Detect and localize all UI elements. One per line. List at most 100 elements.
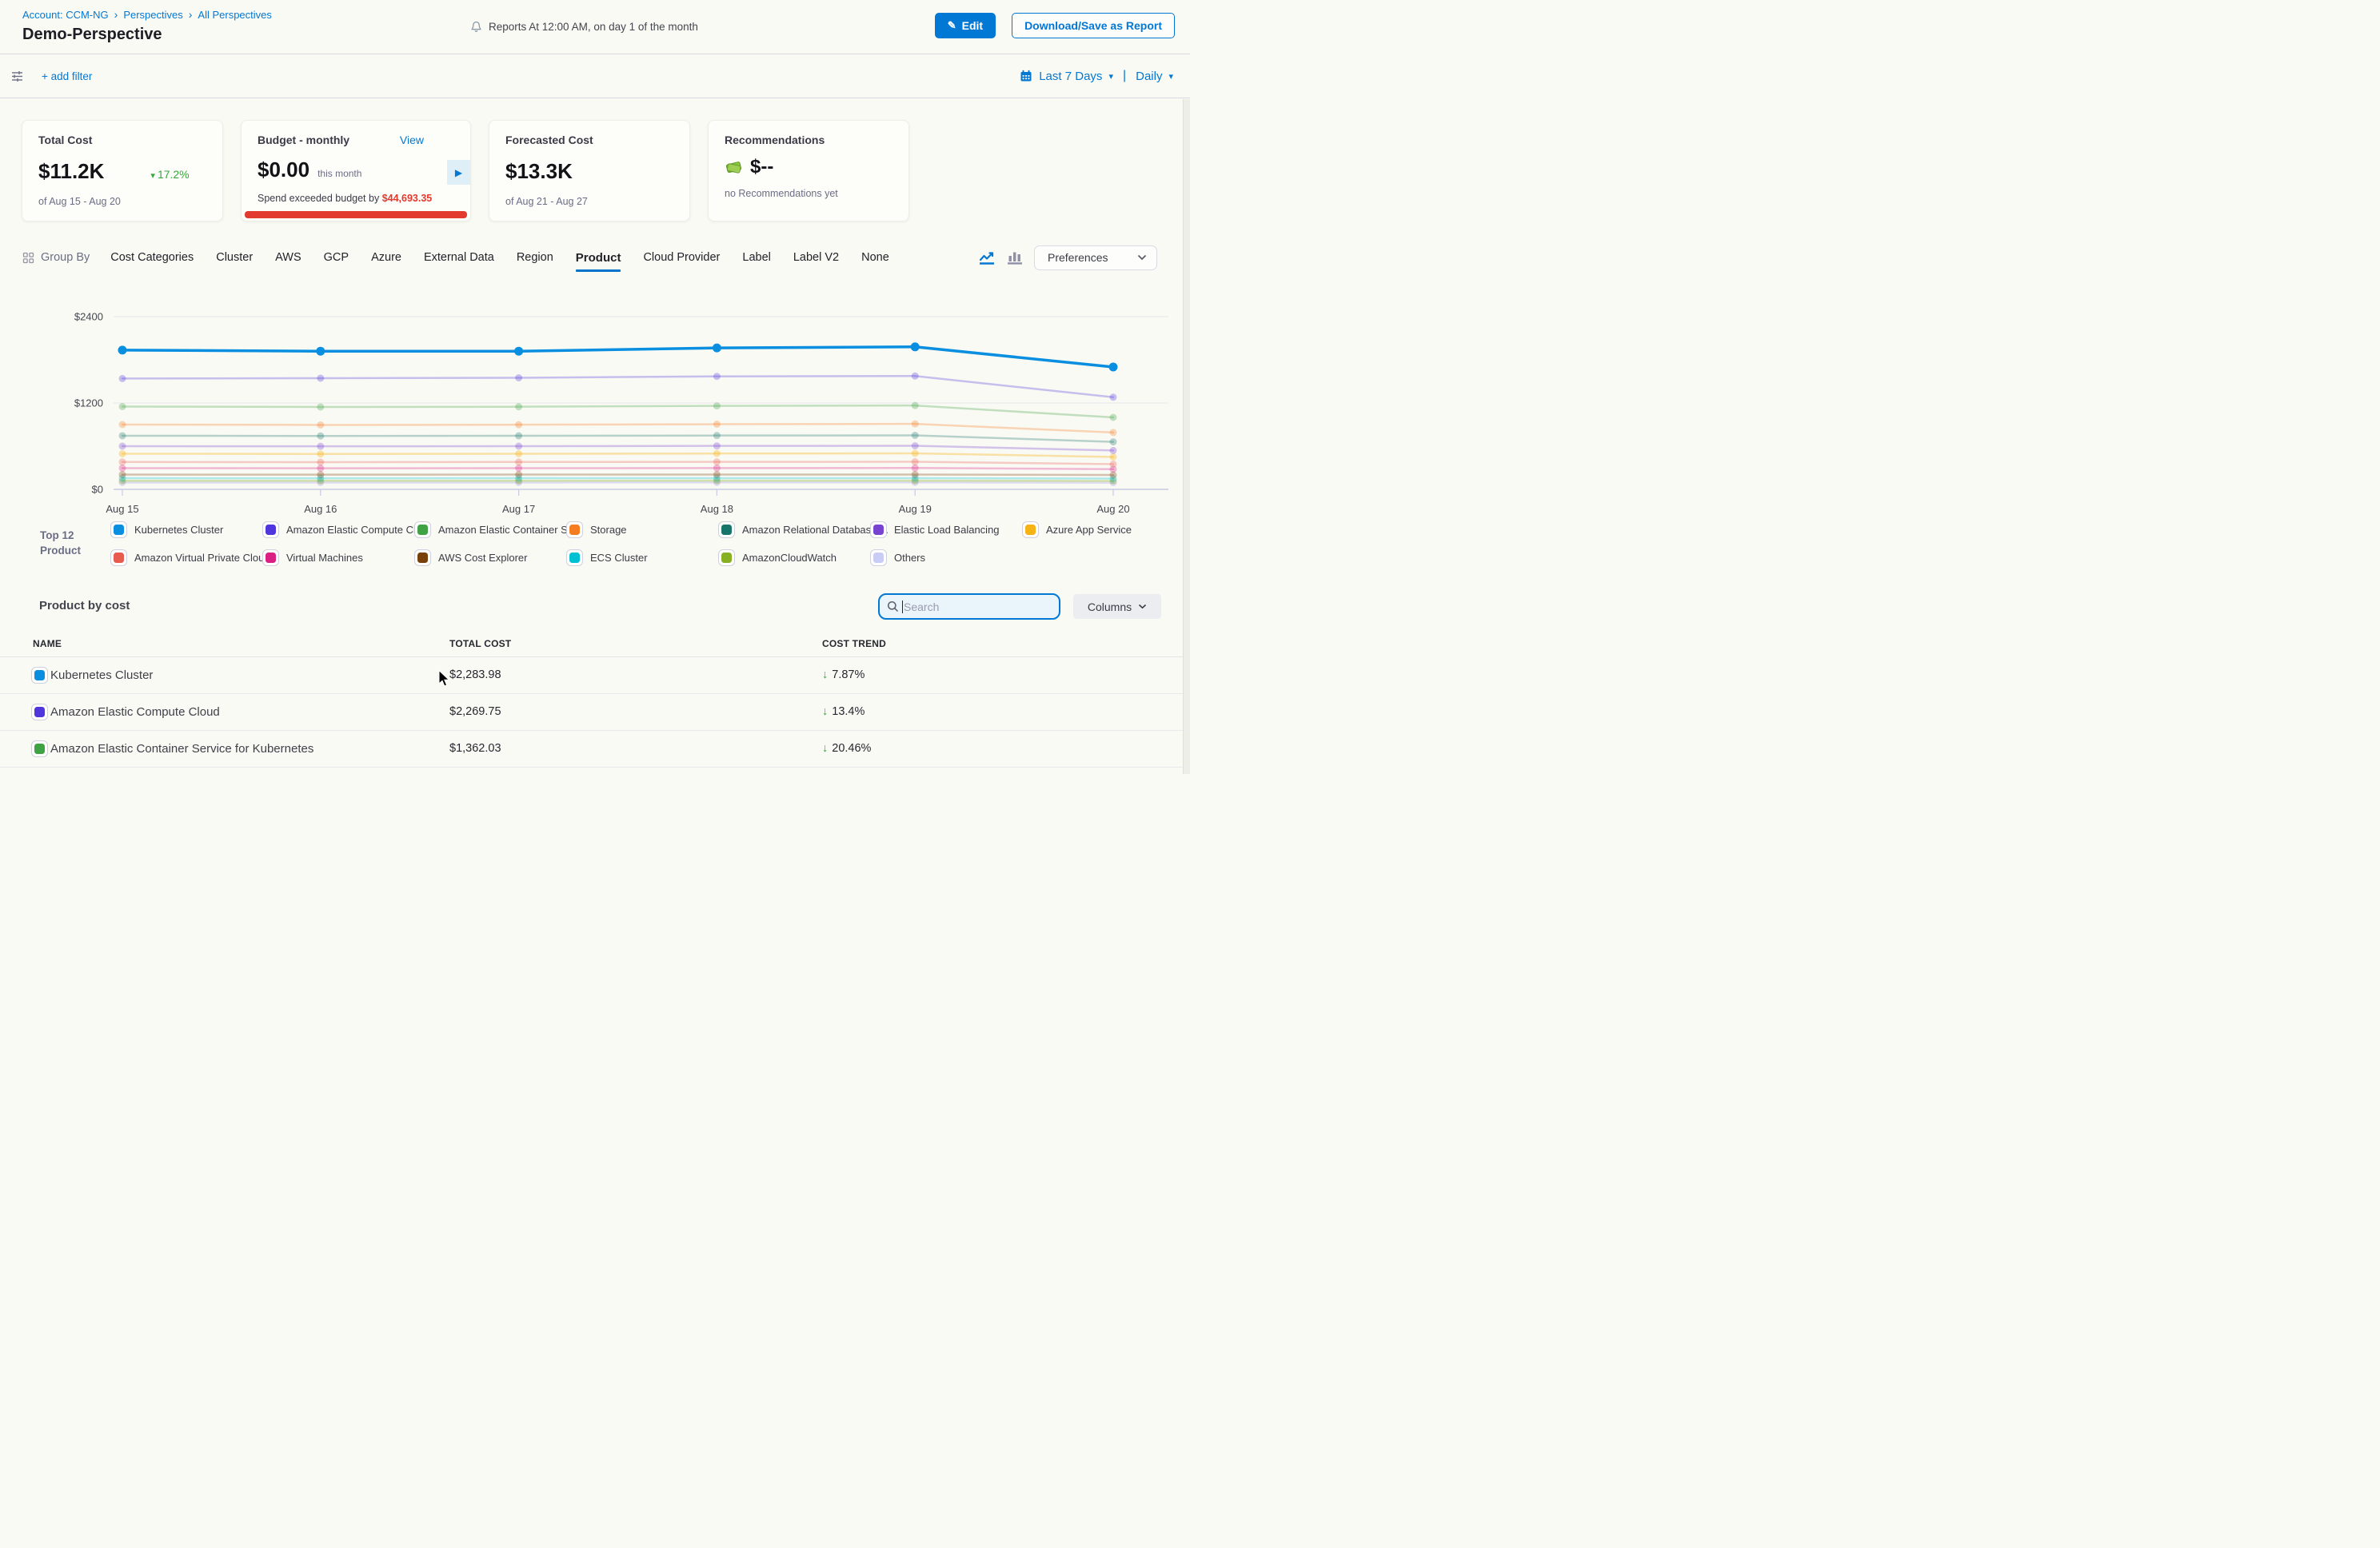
chevron-down-icon: ▾ (1168, 71, 1173, 82)
tab-external-data[interactable]: External Data (424, 251, 494, 264)
budget-card: Budget - monthly View $0.00 this month S… (241, 120, 471, 221)
download-save-report-button[interactable]: Download/Save as Report (1012, 13, 1175, 38)
columns-button[interactable]: Columns (1073, 594, 1161, 619)
svg-text:Aug 17: Aug 17 (502, 503, 535, 515)
tab-aws[interactable]: AWS (275, 251, 301, 264)
forecasted-cost-card: Forecasted Cost $13.3K of Aug 21 - Aug 2… (489, 120, 690, 221)
perspective-page: Account: CCM-NG › Perspectives › All Perspec… (0, 0, 1190, 774)
chevron-right-icon: › (114, 8, 118, 21)
text-caret (902, 600, 903, 613)
scrollbar-track[interactable] (1183, 99, 1190, 774)
arrow-down-icon: ↓ (822, 742, 828, 755)
legend-item[interactable]: Virtual Machines (262, 549, 414, 566)
legend-item[interactable]: Amazon Relational Database ... (718, 521, 870, 538)
svg-text:Aug 18: Aug 18 (701, 503, 733, 515)
tab-cluster[interactable]: Cluster (216, 251, 253, 264)
series-swatch (414, 521, 431, 538)
grid-icon (22, 252, 34, 264)
budget-value-suffix: this month (317, 168, 361, 179)
table-row[interactable]: Amazon Elastic Compute Cloud$2,269.75↓13… (0, 694, 1190, 731)
search-input[interactable] (904, 600, 1040, 613)
table-row[interactable]: Kubernetes Cluster$2,283.98↓7.87% (0, 657, 1190, 694)
divider: | (1120, 69, 1128, 83)
legend-item[interactable]: Amazon Elastic Container Se... (414, 521, 566, 538)
budget-value: $0.00 (258, 158, 309, 182)
series-swatch (870, 521, 887, 538)
series-swatch (262, 521, 279, 538)
reports-schedule-text: Reports At 12:00 AM, on day 1 of the mon… (489, 21, 698, 33)
header-actions: ✎ Edit Download/Save as Report (935, 13, 1175, 38)
chevron-right-icon: › (189, 8, 193, 21)
triangle-down-icon: ▾ (150, 171, 155, 181)
legend-item[interactable]: Amazon Elastic Compute Clo... (262, 521, 414, 538)
card-title: Budget - monthly (258, 134, 454, 146)
breadcrumb-link[interactable]: Perspectives (123, 9, 182, 21)
row-cost-trend: ↓13.4% (822, 705, 865, 718)
tab-label-v2[interactable]: Label V2 (793, 251, 839, 264)
breadcrumb-link[interactable]: Account: CCM-NG (22, 9, 109, 21)
cost-trend-chart[interactable]: $0$1200$2400Aug 15Aug 16Aug 17Aug 18Aug … (22, 281, 1168, 531)
legend-item[interactable]: Storage (566, 521, 718, 538)
card-title: Forecasted Cost (505, 134, 673, 146)
search-icon (887, 600, 899, 612)
legend-item[interactable]: ECS Cluster (566, 549, 718, 566)
budget-view-link[interactable]: View (400, 134, 424, 146)
column-header-total-cost[interactable]: TOTAL COST (449, 638, 511, 649)
budget-expand-button[interactable]: ▶ (447, 160, 470, 185)
legend-item[interactable]: AmazonCloudWatch (718, 549, 870, 566)
table-section-title: Product by cost (39, 599, 130, 612)
reports-schedule: Reports At 12:00 AM, on day 1 of the mon… (470, 0, 698, 54)
bar-chart-toggle-icon[interactable] (1007, 250, 1023, 265)
preferences-dropdown[interactable]: Preferences (1034, 245, 1157, 270)
series-swatch (110, 549, 127, 566)
tab-none[interactable]: None (861, 251, 889, 264)
granularity-dropdown[interactable]: Daily ▾ (1136, 70, 1173, 83)
series-swatch (718, 549, 735, 566)
total-cost-trend: ▾17.2% (150, 168, 189, 181)
bell-icon (470, 21, 482, 34)
play-icon: ▶ (455, 167, 462, 178)
legend-item[interactable]: Kubernetes Cluster (110, 521, 262, 538)
tab-product[interactable]: Product (576, 251, 621, 265)
legend-item[interactable]: Others (870, 549, 1022, 566)
table-row[interactable]: Amazon Elastic Container Service for Kub… (0, 731, 1190, 768)
recommendations-value: $-- (750, 156, 773, 178)
series-swatch (31, 704, 48, 720)
tab-azure[interactable]: Azure (371, 251, 401, 264)
series-swatch (870, 549, 887, 566)
total-cost-period: of Aug 15 - Aug 20 (38, 196, 206, 207)
filter-bar: + add filter Last 7 Days ▾ | Daily ▾ (0, 54, 1190, 98)
tab-cloud-provider[interactable]: Cloud Provider (643, 251, 720, 264)
tab-gcp[interactable]: GCP (324, 251, 349, 264)
tab-cost-categories[interactable]: Cost Categories (110, 251, 194, 264)
series-swatch (262, 549, 279, 566)
budget-exceeded-text: Spend exceeded budget by $44,693.35 (258, 193, 454, 204)
legend-item[interactable]: Amazon Virtual Private Cloud (110, 549, 262, 566)
time-range-dropdown[interactable]: Last 7 Days ▾ (1020, 70, 1113, 83)
add-filter-button[interactable]: + add filter (42, 70, 92, 82)
line-chart-toggle-icon[interactable] (979, 250, 996, 265)
series-swatch (110, 521, 127, 538)
tab-label[interactable]: Label (742, 251, 770, 264)
cost-summary-cards: Total Cost $11.2K ▾17.2% of Aug 15 - Aug… (22, 120, 909, 221)
filter-sliders-icon[interactable] (10, 70, 24, 83)
money-icon (725, 158, 744, 176)
legend-item[interactable]: Elastic Load Balancing (870, 521, 1022, 538)
granularity-label: Daily (1136, 70, 1162, 83)
top-header: Account: CCM-NG › Perspectives › All Perspec… (0, 0, 1190, 54)
column-header-cost-trend[interactable]: COST TREND (822, 638, 886, 649)
table-toolbar: Product by cost Columns (0, 592, 1190, 622)
chevron-down-icon (1137, 254, 1147, 261)
legend-item[interactable]: Azure App Service (1022, 521, 1174, 538)
column-header-name[interactable]: NAME (33, 638, 62, 649)
tab-region[interactable]: Region (517, 251, 553, 264)
card-title: Recommendations (725, 134, 892, 146)
edit-button[interactable]: ✎ Edit (935, 13, 996, 38)
search-box[interactable] (878, 593, 1060, 620)
legend-item[interactable]: AWS Cost Explorer (414, 549, 566, 566)
breadcrumb-link[interactable]: All Perspectives (198, 9, 271, 21)
svg-text:$2400: $2400 (74, 311, 103, 323)
recommendations-subtext: no Recommendations yet (725, 188, 892, 199)
calendar-icon (1020, 70, 1032, 82)
series-swatch (718, 521, 735, 538)
